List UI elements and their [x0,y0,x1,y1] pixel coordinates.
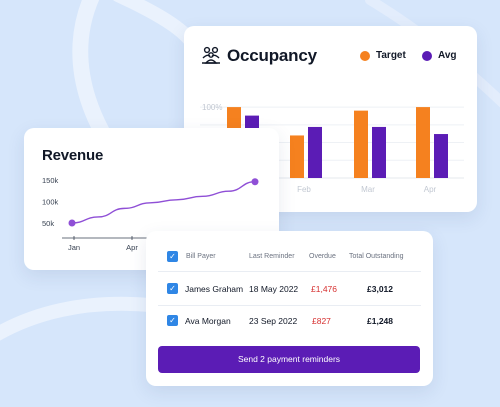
col-header-overdue: Overdue [309,253,336,260]
revenue-title: Revenue [42,147,104,164]
bar-avg-feb [308,126,322,178]
occupancy-title: Occupancy [227,46,317,65]
x-tick-label: Apr [126,243,138,252]
total-outstanding: £1,248 [367,316,393,326]
people-group-icon [201,45,221,70]
legend-target: Target [360,50,406,61]
row-checkbox[interactable]: ✓ [167,283,178,294]
data-point-start [68,219,76,227]
row-checkbox[interactable]: ✓ [167,315,178,326]
header-divider [158,271,421,272]
col-header-total-outstanding: Total Outstanding [349,253,404,260]
col-header-bill-payer: Bill Payer [186,253,216,260]
y-tick-label: 100% [202,103,222,112]
col-header-last-reminder: Last Reminder [249,253,295,260]
legend-target-swatch [360,50,370,61]
legend-avg-swatch [422,50,432,61]
x-tick-label: Mar [361,185,375,194]
bar-avg-apr [434,134,448,178]
last-reminder-date: 23 Sep 2022 [249,316,298,326]
legend-avg: Avg [422,50,457,61]
last-reminder-date: 18 May 2022 [249,284,299,294]
bar-target-mar [354,110,368,178]
y-tick-label: 50k [42,219,54,228]
send-reminders-button[interactable]: Send 2 payment reminders [158,346,420,373]
x-tick-label: Apr [424,185,437,194]
y-tick-label: 150k [42,176,59,185]
payer-name: James Graham [185,284,244,294]
x-tick-label: Feb [297,185,311,194]
y-tick-label: 100k [42,198,59,207]
bar-target-apr [416,107,430,178]
total-outstanding: £3,012 [367,284,393,294]
overdue-amount: £1,476 [311,284,337,294]
overdue-amount: £827 [312,316,331,326]
row-divider [158,305,421,306]
select-all-checkbox[interactable]: ✓ [167,251,178,262]
bar-avg-mar [372,126,386,178]
x-tick-label: Jan [68,243,80,252]
revenue-line [71,181,256,224]
legend-avg-label: Avg [438,50,457,61]
bar-target-feb [290,135,304,178]
bill-payers-card: ✓ Bill Payer Last Reminder Overdue Total… [146,231,433,386]
payer-name: Ava Morgan [185,316,231,326]
data-point-end [251,178,259,186]
legend-target-label: Target [376,50,406,61]
